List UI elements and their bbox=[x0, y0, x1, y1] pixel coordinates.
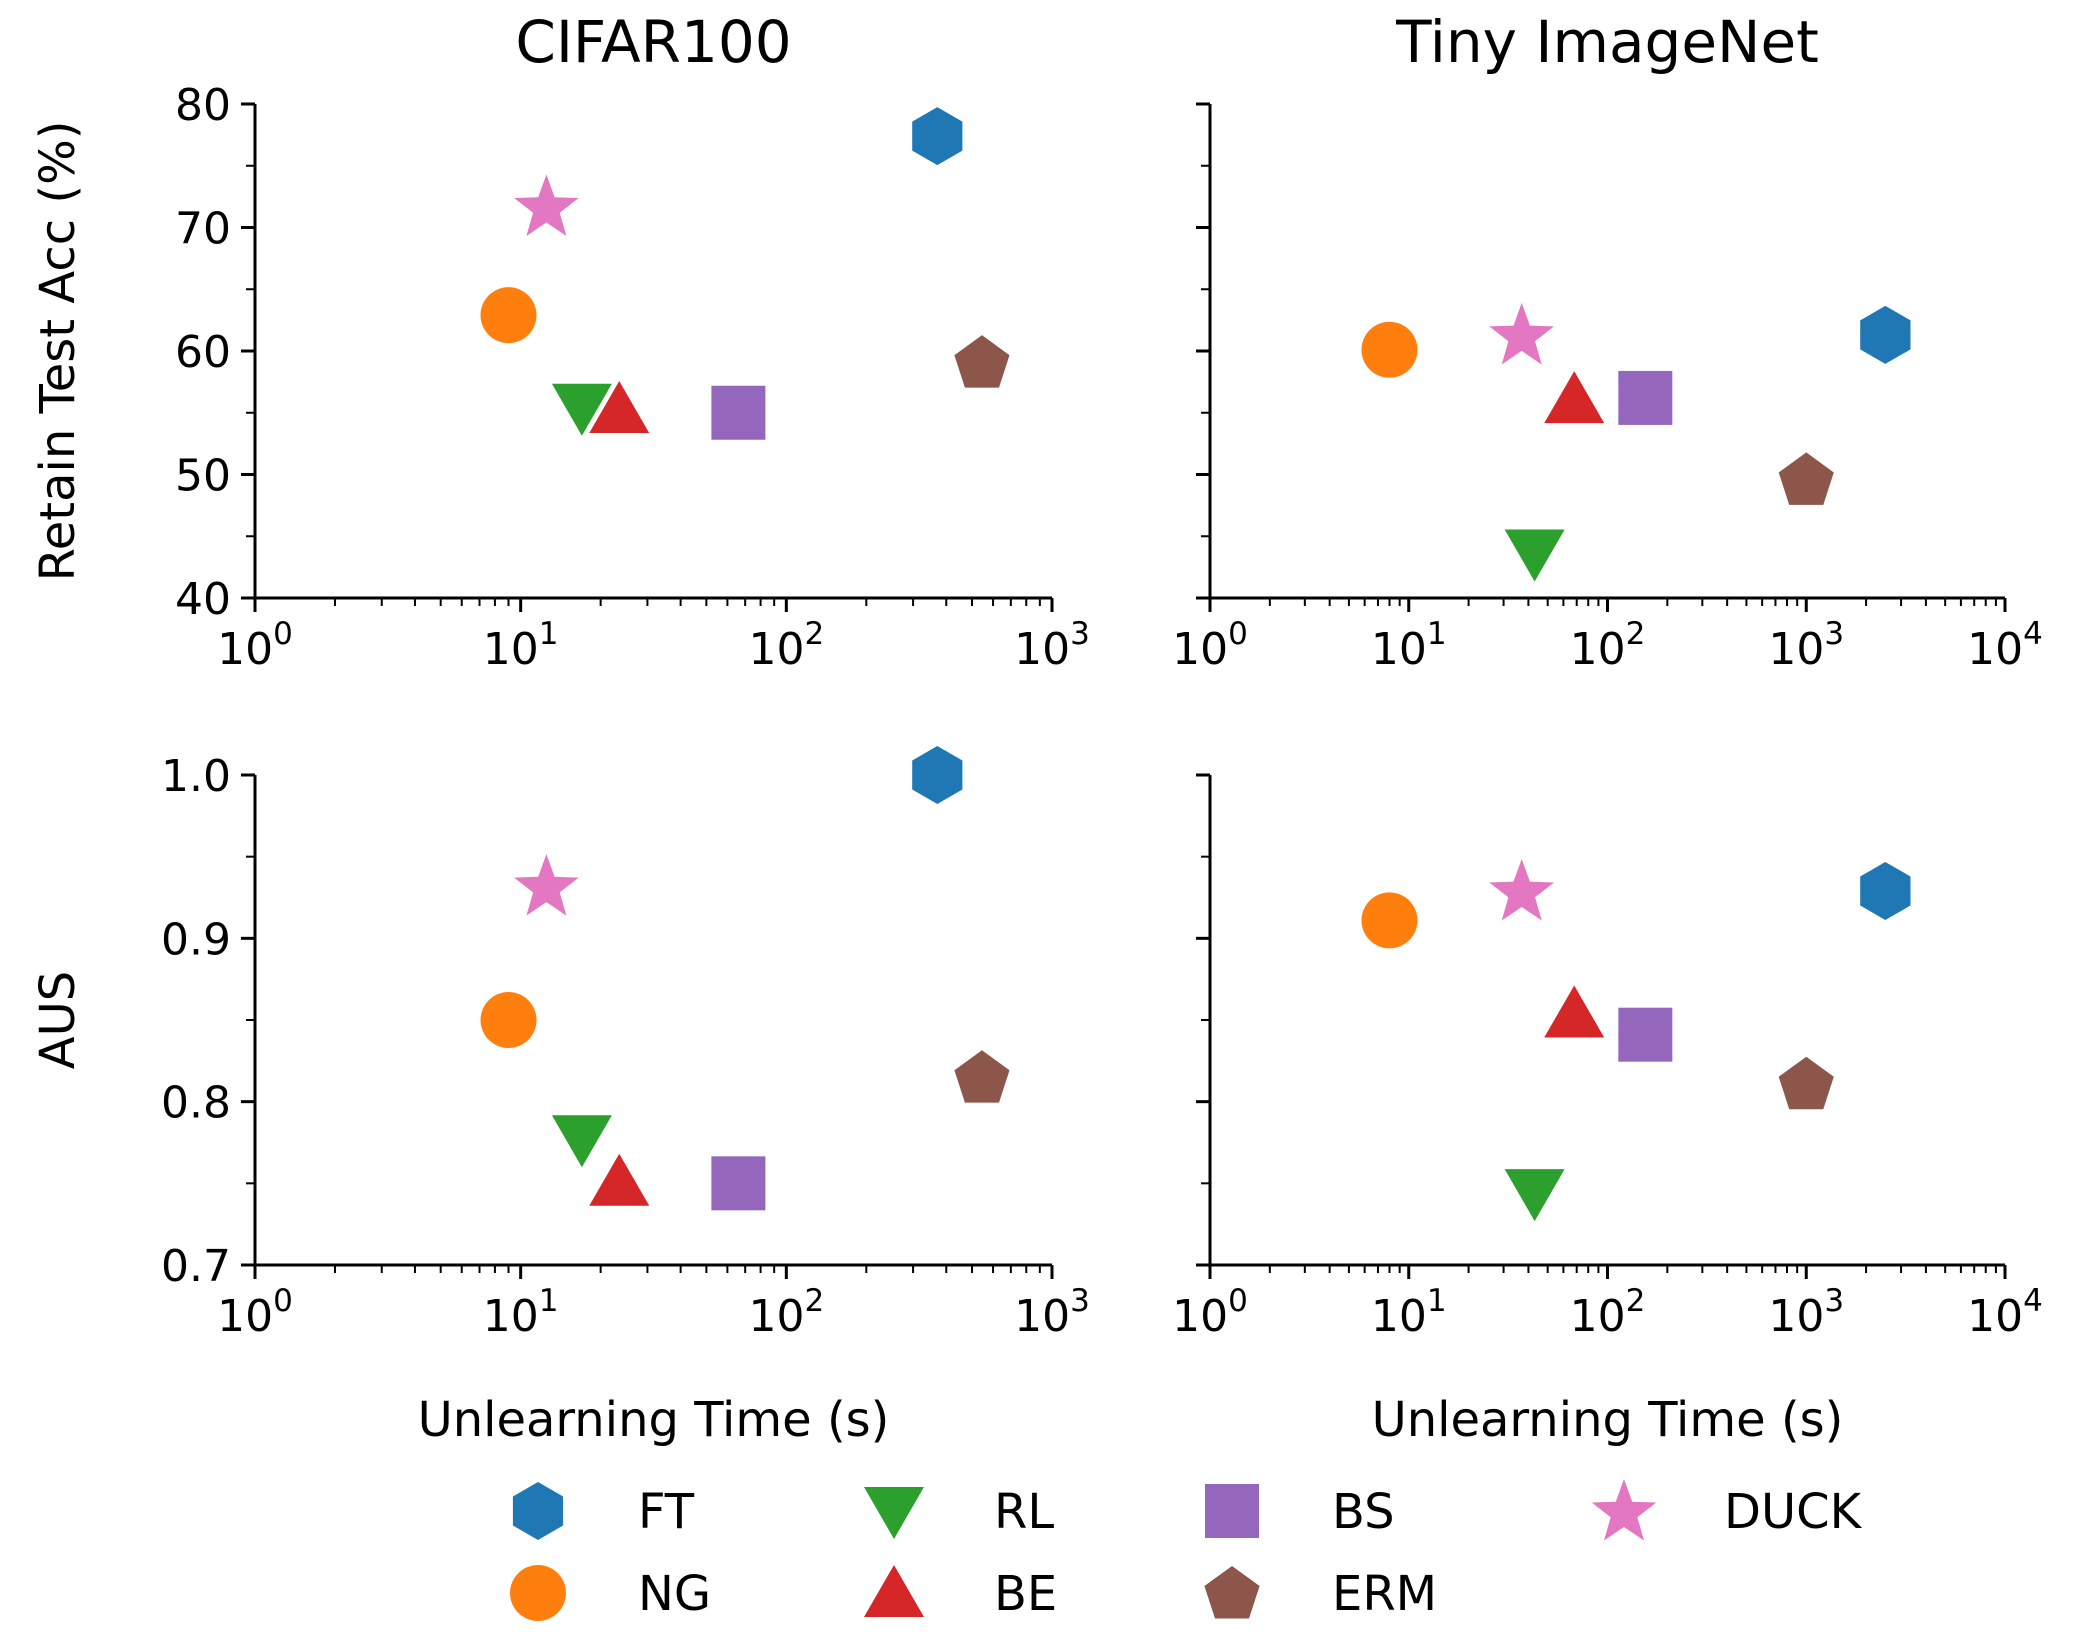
data-point-bs bbox=[711, 1156, 766, 1211]
x-tick-label: 102 bbox=[748, 1283, 824, 1342]
x-tick-label: 101 bbox=[483, 1283, 559, 1342]
data-point-erm bbox=[954, 335, 1010, 388]
data-point-rl bbox=[1504, 529, 1565, 582]
legend-label-be: BE bbox=[994, 1566, 1057, 1622]
x-tick-label: 100 bbox=[217, 1283, 293, 1342]
data-point-ft bbox=[912, 746, 963, 804]
legend-label-ng: NG bbox=[638, 1566, 711, 1622]
y-axis-label: AUS bbox=[30, 971, 86, 1069]
x-tick-label: 100 bbox=[1172, 1283, 1248, 1342]
data-point-ng bbox=[480, 287, 537, 344]
x-tick-label: 104 bbox=[1967, 1283, 2043, 1342]
data-point-bs bbox=[1618, 370, 1673, 425]
data-point-rl bbox=[1504, 1169, 1565, 1222]
data-point-be bbox=[1544, 985, 1605, 1038]
legend-marker-duck bbox=[1591, 1479, 1657, 1541]
legend-marker-ng bbox=[510, 1565, 566, 1621]
panel-1: 100 101 102 103 40 50 60 70 80 CIFAR100 Retain Tes… bbox=[30, 8, 1090, 675]
y-tick-label: 60 bbox=[175, 327, 231, 378]
x-tick-label: 100 bbox=[217, 616, 293, 675]
x-tick-label: 102 bbox=[748, 616, 824, 675]
x-tick-label: 103 bbox=[1768, 1283, 1844, 1342]
panel-3: 100 101 102 103 0.7 0.8 0.9 1.0 AUS Unlearning Ti… bbox=[30, 746, 1090, 1448]
data-point-ng bbox=[1361, 892, 1418, 949]
x-tick-label: 102 bbox=[1570, 1283, 1646, 1342]
y-tick-label: 50 bbox=[175, 451, 231, 502]
legend-marker-ft bbox=[512, 1482, 564, 1540]
data-point-duck bbox=[514, 854, 579, 916]
data-point-erm bbox=[1778, 1056, 1834, 1110]
data-point-be bbox=[589, 381, 650, 434]
legend-label-bs: BS bbox=[1332, 1484, 1395, 1540]
legend-marker-erm bbox=[1204, 1566, 1260, 1619]
x-tick-label: 104 bbox=[1967, 616, 2043, 675]
x-axis-label: Unlearning Time (s) bbox=[418, 1392, 890, 1448]
y-axis-label: Retain Test Acc (%) bbox=[30, 121, 86, 582]
legend-marker-rl bbox=[864, 1487, 924, 1539]
x-tick-label: 102 bbox=[1570, 616, 1646, 675]
legend-label-erm: ERM bbox=[1332, 1566, 1437, 1622]
data-point-erm bbox=[954, 1050, 1010, 1103]
data-point-ng bbox=[480, 992, 537, 1048]
data-point-rl bbox=[551, 383, 612, 436]
x-tick-label: 101 bbox=[1371, 616, 1447, 675]
x-tick-label: 101 bbox=[1371, 1283, 1447, 1342]
data-point-ft bbox=[1860, 305, 1911, 364]
data-point-ng bbox=[1361, 321, 1418, 378]
legend-marker-bs bbox=[1205, 1484, 1259, 1538]
data-point-duck bbox=[1489, 302, 1554, 365]
y-tick-label: 1.0 bbox=[161, 751, 231, 802]
data-point-rl bbox=[551, 1115, 612, 1168]
data-point-duck bbox=[514, 174, 579, 236]
legend-label-rl: RL bbox=[994, 1484, 1054, 1540]
data-point-duck bbox=[1489, 859, 1554, 921]
x-tick-label: 100 bbox=[1172, 616, 1248, 675]
data-point-be bbox=[589, 1153, 650, 1206]
legend-label-duck: DUCK bbox=[1724, 1484, 1863, 1540]
y-tick-label: 0.9 bbox=[161, 914, 231, 965]
legend: FT NG RL BE BS ERM DUCK bbox=[510, 1479, 1863, 1622]
panel-title: Tiny ImageNet bbox=[1395, 8, 1819, 76]
data-point-ft bbox=[912, 107, 963, 166]
x-tick-label: 103 bbox=[1014, 616, 1090, 675]
data-point-bs bbox=[1618, 1007, 1673, 1062]
legend-marker-be bbox=[864, 1565, 924, 1617]
y-tick-label: 0.7 bbox=[161, 1241, 231, 1292]
legend-label-ft: FT bbox=[638, 1484, 695, 1540]
data-point-erm bbox=[1778, 452, 1834, 505]
y-tick-label: 40 bbox=[175, 574, 231, 625]
y-tick-label: 80 bbox=[175, 80, 231, 131]
x-tick-label: 103 bbox=[1768, 616, 1844, 675]
panel-4: 100 101 102 103 104 Unlearning Time (s) bbox=[1172, 773, 2043, 1448]
panel-title: CIFAR100 bbox=[515, 8, 791, 76]
x-tick-label: 101 bbox=[483, 616, 559, 675]
data-point-ft bbox=[1860, 862, 1911, 920]
y-tick-label: 0.8 bbox=[161, 1078, 231, 1129]
y-tick-label: 70 bbox=[175, 204, 231, 255]
data-point-be bbox=[1544, 371, 1605, 424]
data-point-bs bbox=[711, 385, 766, 440]
x-tick-label: 103 bbox=[1014, 1283, 1090, 1342]
x-axis-label: Unlearning Time (s) bbox=[1372, 1392, 1844, 1448]
panel-2: 100 101 102 103 104 Tiny ImageNet bbox=[1172, 8, 2043, 675]
